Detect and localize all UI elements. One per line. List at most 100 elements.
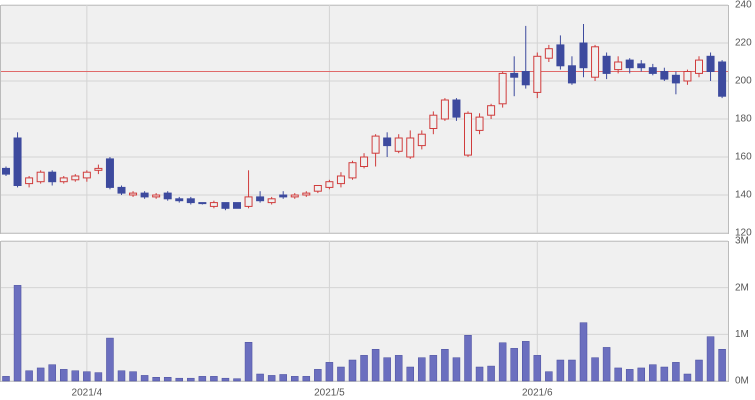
volume-bar bbox=[291, 376, 299, 382]
volume-bar bbox=[302, 376, 311, 382]
candle-body bbox=[579, 42, 588, 69]
y-tick-label: 2M bbox=[735, 282, 749, 293]
candle-body bbox=[671, 74, 680, 84]
candle-body bbox=[718, 61, 727, 97]
candle-body bbox=[94, 167, 103, 171]
candle-body bbox=[233, 202, 241, 209]
candle-body bbox=[256, 196, 265, 202]
volume-bar bbox=[60, 369, 68, 382]
x-tick-label: 2021/4 bbox=[72, 388, 103, 399]
candle-body bbox=[105, 158, 114, 188]
candle-body bbox=[117, 186, 126, 194]
volume-bar bbox=[568, 359, 576, 382]
candle-body bbox=[244, 196, 253, 207]
candle-body bbox=[637, 63, 646, 69]
volume-bar bbox=[683, 373, 692, 382]
volume-bar bbox=[625, 369, 634, 382]
volume-bar bbox=[441, 349, 449, 382]
candle-body bbox=[290, 194, 299, 198]
x-tick-label: 2021/6 bbox=[522, 388, 553, 399]
volume-bar bbox=[221, 377, 230, 382]
volume-bar bbox=[591, 357, 599, 382]
candle-body bbox=[82, 171, 91, 179]
volume-bar bbox=[2, 376, 10, 382]
candle-body bbox=[267, 198, 276, 204]
candle-body bbox=[25, 177, 34, 185]
y-tick-label: 200 bbox=[735, 76, 752, 87]
volume-bar bbox=[337, 366, 345, 382]
volume-bar bbox=[452, 357, 461, 382]
volume-bar bbox=[244, 342, 253, 382]
candle-body bbox=[348, 162, 357, 179]
candle-body bbox=[475, 116, 484, 131]
volume-bar bbox=[649, 364, 657, 382]
y-tick-label: 220 bbox=[735, 38, 752, 49]
candle-body bbox=[209, 202, 218, 207]
x-tick-label: 2021/5 bbox=[314, 388, 345, 399]
volume-bar bbox=[556, 359, 565, 382]
candle-body bbox=[383, 137, 392, 147]
volume-bar bbox=[579, 322, 588, 382]
candle-body bbox=[336, 175, 345, 185]
candle-body bbox=[36, 171, 45, 183]
y-tick-label: 120 bbox=[735, 228, 752, 239]
candle-body bbox=[371, 135, 380, 154]
candle-body bbox=[394, 137, 403, 152]
volume-bar bbox=[267, 375, 276, 382]
volume-bar bbox=[660, 366, 669, 382]
candle-body bbox=[129, 192, 138, 196]
volume-bar bbox=[48, 364, 56, 382]
candle-body bbox=[452, 99, 461, 118]
candle-body bbox=[660, 71, 669, 80]
volume-bar bbox=[152, 377, 160, 382]
candle-body bbox=[221, 202, 230, 209]
volume-bar bbox=[163, 377, 172, 382]
volume-bar bbox=[106, 337, 114, 382]
y-tick-label: 160 bbox=[735, 152, 752, 163]
y-tick-label: 240 bbox=[735, 0, 752, 11]
volume-bar bbox=[510, 348, 518, 382]
volume-bar bbox=[36, 367, 45, 382]
volume-bar bbox=[614, 367, 622, 382]
candle-body bbox=[591, 46, 600, 78]
volume-bar bbox=[71, 370, 80, 382]
candle-body bbox=[279, 194, 288, 198]
volume-bar bbox=[129, 371, 137, 382]
candle-body bbox=[186, 198, 195, 204]
volume-bar bbox=[25, 370, 33, 382]
candle-body bbox=[521, 71, 530, 86]
candle-body bbox=[13, 137, 22, 186]
volume-bar bbox=[418, 357, 426, 382]
y-tick-label: 1M bbox=[735, 329, 749, 340]
volume-bar bbox=[718, 349, 726, 382]
volume-bar bbox=[487, 365, 495, 382]
volume-bar bbox=[94, 372, 103, 382]
candle-body bbox=[48, 171, 57, 183]
candle-body bbox=[302, 192, 311, 196]
volume-bar bbox=[672, 362, 680, 382]
volume-bar bbox=[360, 355, 368, 382]
volume-bar bbox=[233, 378, 241, 382]
y-tick-label: 140 bbox=[735, 190, 752, 201]
volume-bar bbox=[175, 377, 183, 382]
volume-bar bbox=[371, 349, 380, 382]
volume-bar bbox=[406, 366, 414, 382]
volume-bar bbox=[498, 342, 507, 382]
candle-body bbox=[614, 61, 623, 71]
volume-bar bbox=[210, 376, 218, 382]
candle-body bbox=[533, 55, 542, 93]
volume-bar bbox=[198, 376, 207, 382]
volume-bar bbox=[256, 373, 264, 382]
candle-body bbox=[510, 72, 519, 78]
candle-body bbox=[325, 181, 334, 188]
candle-body bbox=[706, 55, 715, 72]
volume-bar bbox=[348, 359, 357, 382]
volume-bar bbox=[464, 335, 472, 382]
volume-bar bbox=[187, 377, 195, 382]
volume-bar bbox=[279, 374, 287, 382]
volume-bar bbox=[602, 347, 611, 382]
candle-body bbox=[59, 177, 68, 183]
volume-bar bbox=[83, 371, 91, 382]
